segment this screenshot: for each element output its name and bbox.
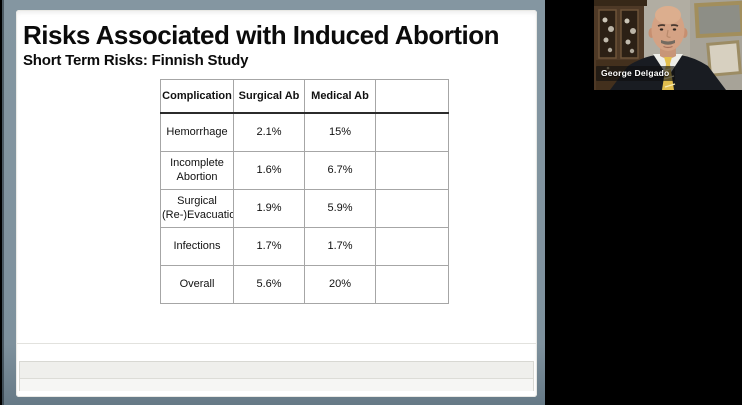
cell-surgical: 1.7% (233, 227, 305, 266)
cell-surgical: 1.9% (233, 189, 305, 228)
header-surgical-ab: Surgical Ab (233, 79, 305, 114)
slide-subtitle: Short Term Risks: Finnish Study (23, 52, 249, 69)
header-complication: Complication (160, 79, 234, 114)
cell-complication: Surgical (Re-)Evacuation (160, 189, 234, 228)
cell-complication: Overall (160, 265, 234, 304)
cell-complication: Incomplete Abortion (160, 151, 234, 190)
framed-painting (694, 0, 742, 39)
table-row: Infections 1.7% 1.7% (160, 227, 449, 266)
cell-empty (375, 265, 449, 304)
notes-bar-bottom (20, 379, 533, 391)
table-header-row: Complication Surgical Ab Medical Ab (160, 79, 449, 114)
cell-medical: 20% (304, 265, 376, 304)
cell-empty (375, 189, 449, 228)
cell-surgical: 5.6% (233, 265, 305, 304)
slide-boundary-divider (17, 343, 536, 344)
cell-empty (375, 112, 449, 152)
cell-medical: 15% (304, 112, 376, 152)
header-medical-ab: Medical Ab (304, 79, 376, 114)
table-row: Incomplete Abortion 1.6% 6.7% (160, 151, 449, 190)
cell-complication: Hemorrhage (160, 112, 234, 152)
notes-placeholder (19, 361, 534, 391)
cell-medical: 1.7% (304, 227, 376, 266)
table-row: Overall 5.6% 20% (160, 265, 449, 304)
notes-bar-top (20, 362, 533, 379)
screen-share-area: Risks Associated with Induced Abortion S… (2, 0, 545, 405)
cell-empty (375, 151, 449, 190)
header-empty (375, 79, 449, 114)
participant-video-thumbnail[interactable]: George Delgado (594, 0, 742, 90)
cell-surgical: 1.6% (233, 151, 305, 190)
slide-title: Risks Associated with Induced Abortion (23, 20, 500, 50)
cell-surgical: 2.1% (233, 112, 305, 152)
participant-name-label: George Delgado (596, 66, 676, 81)
framed-picture (706, 40, 742, 77)
table-row: Hemorrhage 2.1% 15% (160, 112, 449, 152)
table-row: Surgical (Re-)Evacuation 1.9% 5.9% (160, 189, 449, 228)
cell-medical: 6.7% (304, 151, 376, 190)
shared-presentation-window: Risks Associated with Induced Abortion S… (16, 10, 537, 397)
cell-empty (375, 227, 449, 266)
cell-medical: 5.9% (304, 189, 376, 228)
complications-table: Complication Surgical Ab Medical Ab Hemo… (160, 79, 449, 304)
cell-complication: Infections (160, 227, 234, 266)
